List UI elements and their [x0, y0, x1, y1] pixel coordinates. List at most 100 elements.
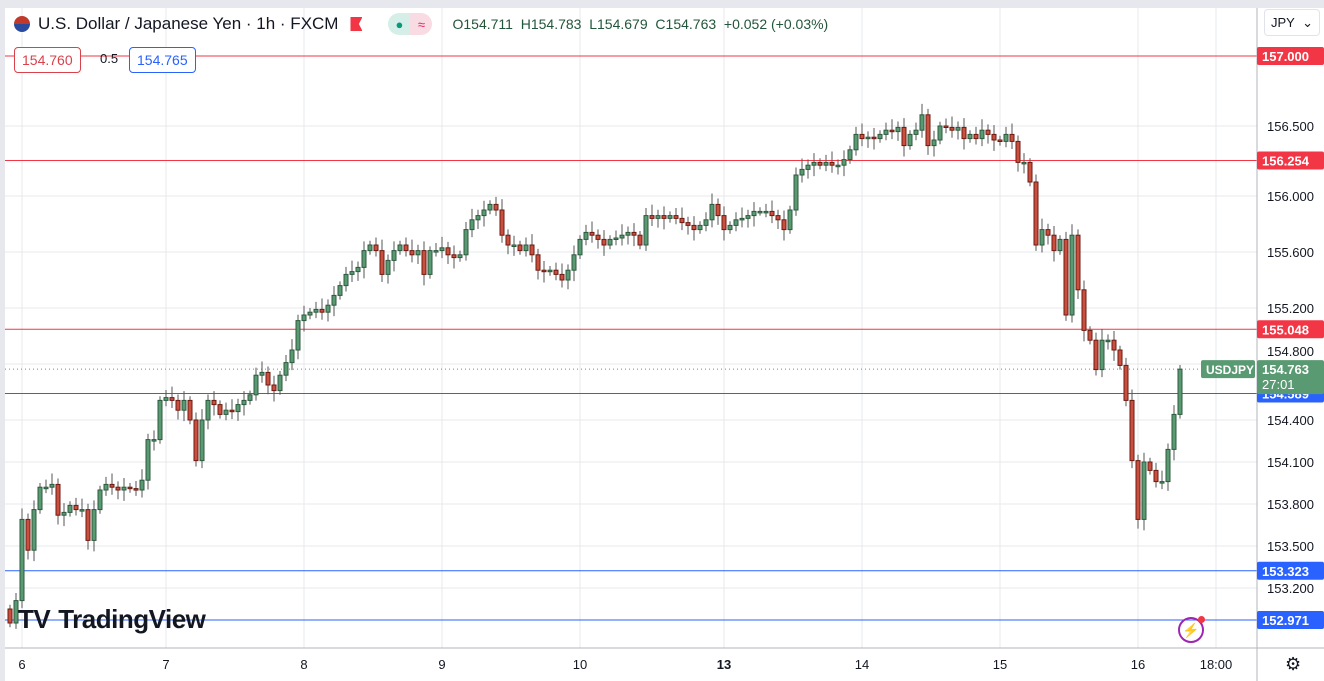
candle-down [601, 238, 607, 246]
candle-up [475, 215, 481, 221]
candle-up [361, 250, 367, 268]
candle-down [499, 209, 505, 236]
currency-selector[interactable]: JPY ⌄ [1264, 9, 1320, 36]
candle-up [415, 250, 421, 256]
candle-down [7, 608, 13, 624]
sell-button[interactable]: 154.760 [14, 47, 81, 73]
candle-down [595, 234, 601, 240]
candle-down [661, 215, 667, 219]
candle-down [109, 483, 115, 488]
candle-up [283, 362, 289, 376]
candle-up [1171, 413, 1177, 450]
lightning-icon[interactable]: ⚡ [1178, 616, 1205, 643]
candle-down [1093, 339, 1099, 371]
time-axis[interactable]: 6 7 8 9 10 13 14 15 16 18:00 [18, 657, 1232, 672]
price-tick-label: 153.500 [1267, 539, 1314, 554]
candle-up [385, 259, 391, 275]
candle-up [523, 244, 529, 252]
candle-down [319, 308, 325, 313]
candle-up [625, 231, 631, 236]
level-label-bg [1257, 611, 1324, 630]
level-label: 156.254 [1262, 153, 1310, 168]
candle-down [409, 250, 415, 256]
candle-down [889, 129, 895, 133]
candle-down [529, 244, 535, 256]
candle-down [271, 384, 277, 392]
candle-down [721, 215, 727, 231]
settings-gear-icon[interactable]: ⚙ [1285, 654, 1302, 674]
chart-background [5, 8, 1324, 681]
candle-up [565, 269, 571, 281]
candle-down [115, 486, 121, 491]
candle-up [145, 439, 151, 481]
candle-down [421, 250, 427, 275]
level-labels: 157.000156.254155.048154.589153.323152.9… [1201, 47, 1324, 630]
candle-down [553, 269, 559, 275]
ohlc-values: O154.711 H154.783 L154.679 C154.763 +0.0… [452, 16, 828, 32]
candle-down [1123, 364, 1129, 401]
candle-down [73, 504, 79, 511]
candle-up [841, 159, 847, 166]
candle-up [937, 125, 943, 141]
candle-up [1099, 339, 1105, 371]
candle-down [517, 244, 523, 252]
candle-up [223, 409, 229, 415]
candle-down [1135, 460, 1141, 520]
candle-up [301, 314, 307, 322]
candle-up [31, 509, 37, 551]
price-axis[interactable]: 156.500 156.000 155.600 155.200 154.800 154.4… [1267, 119, 1314, 596]
candle-up [613, 237, 619, 240]
candle-up [103, 483, 109, 491]
time-tick-label: 15 [993, 657, 1007, 672]
candle-up [163, 397, 169, 401]
symbol-title[interactable]: U.S. Dollar / Japanese Yen · 1h · FXCM [38, 14, 339, 33]
time-tick-label: 9 [438, 657, 445, 672]
candle-up [19, 518, 25, 602]
candle-up [1177, 368, 1183, 415]
candle-up [469, 219, 475, 231]
candle-down [1117, 349, 1123, 366]
candle-down [817, 161, 823, 166]
low-value: L154.679 [589, 16, 648, 32]
candle-up [793, 174, 799, 211]
time-tick-label: 7 [162, 657, 169, 672]
candle-down [769, 210, 775, 217]
level-label-bg [1257, 151, 1324, 170]
chevron-down-icon: ⌄ [1302, 14, 1313, 30]
candle-up [745, 215, 751, 219]
candle-up [289, 349, 295, 364]
candle-up [1069, 234, 1075, 316]
buy-button[interactable]: 154.765 [129, 47, 196, 73]
time-tick-label: 6 [18, 657, 25, 672]
candle-down [505, 234, 511, 246]
candle-up [667, 215, 673, 219]
candle-up [67, 504, 73, 513]
candle-up [805, 164, 811, 170]
candle-up [697, 224, 703, 231]
candle-up [481, 209, 487, 217]
candle-up [709, 203, 715, 221]
candle-down [775, 215, 781, 221]
flag-marker-icon[interactable] [350, 17, 363, 31]
candle-down [1015, 140, 1021, 163]
candle-down [1009, 133, 1015, 142]
candle-down [871, 136, 877, 140]
candle-down [829, 161, 835, 166]
candle-down [175, 399, 181, 411]
candle-down [379, 250, 385, 275]
candle-down [1129, 399, 1135, 462]
market-status[interactable]: ● ≈ [388, 13, 433, 35]
candle-up [91, 509, 97, 541]
candle-up [463, 229, 469, 256]
level-label-bg [1257, 561, 1324, 580]
candle-up [235, 404, 241, 413]
candle-up [439, 247, 445, 252]
candle-down [781, 219, 787, 231]
candle-up [607, 238, 613, 246]
candle-up [331, 294, 337, 306]
price-tick-label: 156.000 [1267, 189, 1314, 204]
price-tick-label: 153.800 [1267, 497, 1314, 512]
tradingview-logo[interactable]: TV TradingView [18, 604, 206, 635]
candle-down [217, 404, 223, 415]
